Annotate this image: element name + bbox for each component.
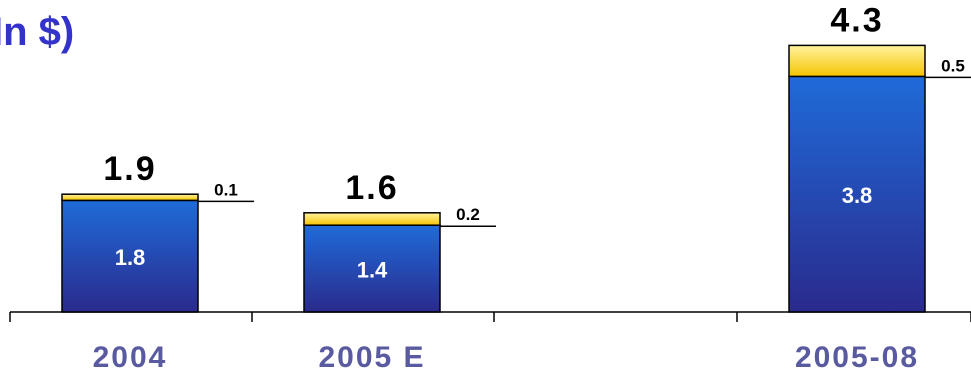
bar-segment-base — [788, 75, 926, 313]
bar-segment-top — [303, 212, 441, 226]
top-segment-value-label: 0.5 — [941, 56, 965, 75]
bar-value-label: 1.8 — [115, 245, 146, 270]
bar-segment-base — [303, 224, 441, 313]
bar-value-label: 3.8 — [842, 183, 873, 208]
x-tick-label: 2005 E — [318, 341, 425, 374]
x-tick-label: 2005-08 — [795, 341, 919, 374]
bar-total-label: 4.3 — [830, 1, 883, 39]
top-segment-value-label: 0.1 — [214, 180, 238, 199]
bar-total-label: 1.9 — [103, 150, 156, 188]
x-tick-label: 2004 — [93, 341, 168, 374]
bar-segment-base — [61, 199, 199, 313]
bar-segment-top — [61, 193, 199, 202]
bar-value-label: 1.4 — [357, 258, 388, 283]
chart-title: In $) — [0, 10, 75, 54]
bar-segment-top — [788, 44, 926, 78]
top-segment-value-label: 0.2 — [456, 205, 480, 224]
bar-total-label: 1.6 — [345, 169, 398, 207]
